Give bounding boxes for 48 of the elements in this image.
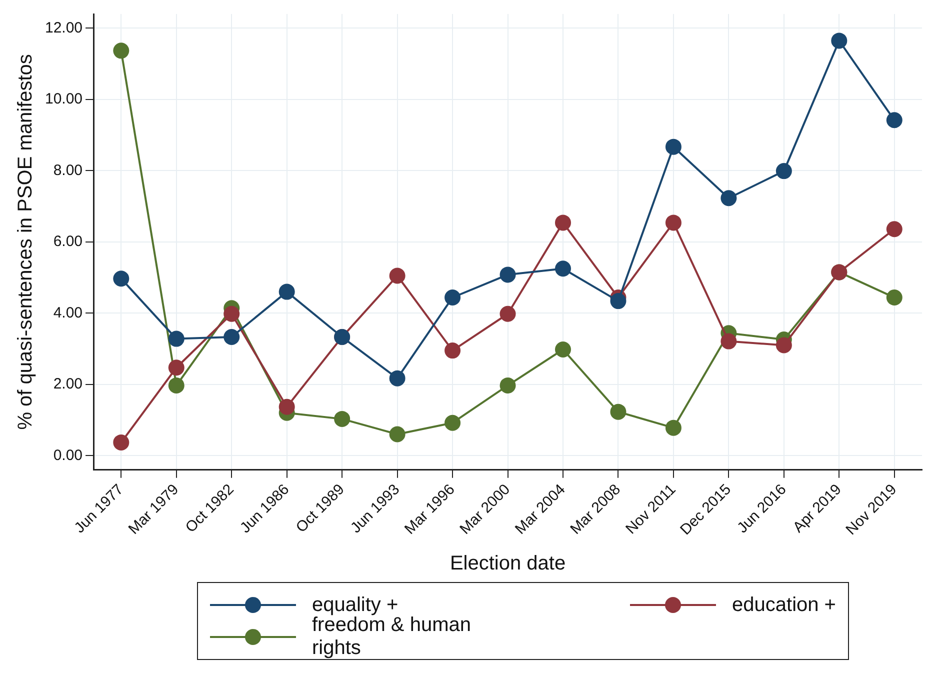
point	[500, 377, 516, 394]
point	[720, 333, 737, 350]
point	[113, 270, 130, 287]
y-tick-label: 12.00	[44, 19, 83, 36]
legend-label: education +	[732, 594, 836, 616]
y-axis-title: % of quasi-sentences in PSOE manifestos	[14, 54, 37, 430]
point	[224, 306, 240, 322]
point	[168, 330, 184, 347]
point	[389, 426, 406, 442]
point	[886, 221, 902, 238]
point	[776, 163, 792, 180]
point	[555, 214, 571, 231]
point	[776, 337, 792, 354]
legend-label: equality +	[312, 594, 398, 616]
point	[610, 404, 626, 420]
point	[168, 377, 184, 394]
point	[444, 342, 461, 359]
y-tick-label: 0.00	[53, 446, 83, 464]
point	[665, 214, 682, 231]
point	[334, 410, 350, 427]
y-tick-label: 10.00	[44, 90, 83, 108]
point	[113, 42, 130, 59]
point	[444, 289, 461, 306]
point	[389, 268, 406, 284]
y-tick-label: 2.00	[53, 376, 83, 393]
point	[278, 398, 295, 415]
x-axis-title: Election date	[450, 552, 566, 575]
point	[831, 32, 848, 49]
point	[886, 289, 902, 306]
point	[389, 370, 406, 386]
point	[444, 414, 461, 431]
point	[555, 260, 571, 277]
point	[665, 138, 682, 155]
point	[665, 420, 682, 436]
y-tick-label: 8.00	[53, 162, 83, 179]
legend-label: freedom & human rights	[312, 614, 472, 660]
point	[224, 329, 240, 346]
point	[278, 284, 295, 300]
point	[168, 360, 184, 376]
point	[720, 190, 737, 206]
point	[500, 266, 516, 283]
point	[113, 434, 130, 450]
point	[500, 306, 516, 322]
point	[610, 293, 626, 310]
point	[886, 112, 902, 128]
point	[555, 341, 571, 358]
y-tick-label: 6.00	[53, 233, 83, 250]
y-tick-label: 4.00	[53, 304, 83, 322]
